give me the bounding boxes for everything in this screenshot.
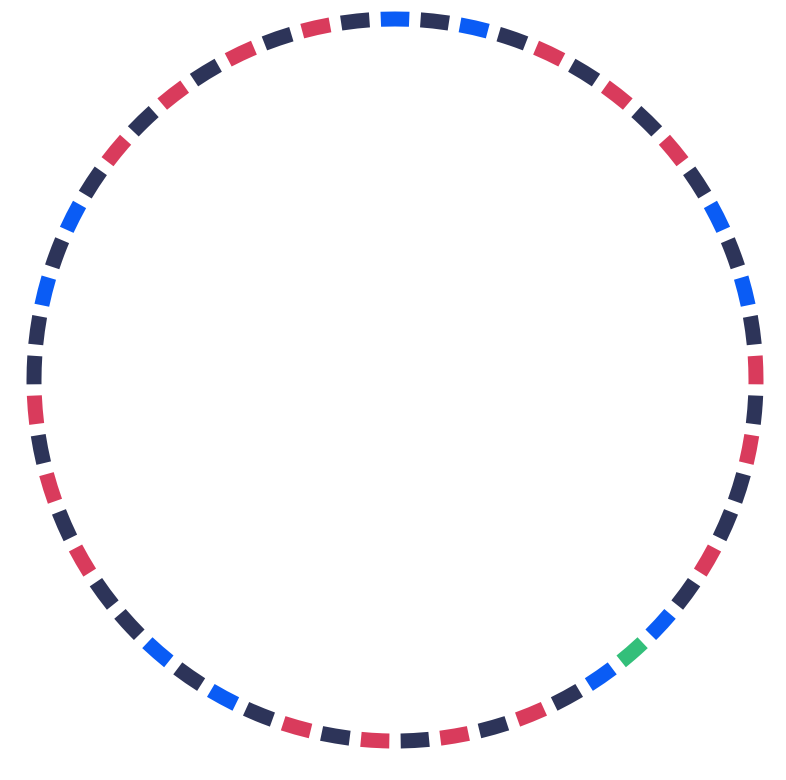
ring-segment-red [600, 80, 633, 110]
ring-segment-green [616, 637, 648, 668]
ring-segment-red [224, 40, 257, 67]
ring-segment-navy [51, 509, 78, 542]
ring-segment-red [514, 702, 548, 727]
ring-segment-navy [320, 726, 351, 746]
ring-segment-navy [631, 105, 663, 137]
ring-segment-blue [142, 637, 174, 668]
ring-segment-red [101, 134, 132, 167]
ring-segment-blue [703, 200, 731, 233]
ring-segment-navy [114, 608, 145, 641]
ring-segment-red [157, 80, 190, 110]
ring-segment-red [39, 472, 63, 504]
ring-segment-navy [28, 315, 48, 346]
ring-segment-red [68, 544, 97, 577]
ring-segment-navy [89, 577, 119, 610]
ring-segment-blue [458, 17, 490, 39]
ring-segment-navy [45, 237, 70, 270]
ring-segment-red [300, 17, 332, 39]
ring-segment-navy [30, 434, 52, 465]
ring-segment-navy [496, 27, 529, 51]
ring-segment-blue [59, 200, 87, 233]
ring-segment-navy [340, 12, 371, 31]
ring-segment-navy [683, 166, 712, 199]
ring-segment-navy [127, 105, 159, 137]
ring-segments [26, 11, 764, 749]
ring-segment-red [747, 355, 764, 385]
ring-segment-red [533, 40, 566, 67]
ring-segment-navy [550, 683, 584, 711]
ring-segment-navy [745, 395, 764, 425]
ring-segment-red [693, 544, 722, 577]
ring-segment-blue [645, 608, 676, 641]
ring-segment-blue [584, 662, 617, 691]
ring-segment-navy [712, 509, 739, 542]
ring-segment-blue [34, 275, 57, 307]
ring-segment-navy [720, 237, 745, 270]
ring-segment-red [738, 434, 760, 465]
ring-segment-navy [261, 27, 294, 51]
ring-segment-navy [671, 577, 701, 610]
ring-segment-navy [78, 166, 107, 199]
ring-segment-red [280, 716, 313, 739]
ring-segment-navy [400, 731, 430, 749]
ring-segment-navy [568, 58, 601, 87]
ring-segment-navy [26, 355, 43, 385]
ring-segment-red [360, 731, 390, 749]
ring-segment-navy [419, 12, 450, 31]
ring-segment-navy [242, 702, 276, 727]
ring-segment-navy [477, 716, 510, 739]
ring-segment-red [439, 726, 470, 746]
ring-segment-blue [206, 683, 240, 711]
ring-segment-navy [173, 662, 206, 691]
ring-segment-red [26, 395, 45, 425]
ring-segment-navy [727, 472, 751, 504]
ring-segment-red [658, 134, 689, 167]
ring-segment-navy [742, 315, 762, 346]
ring-segment-navy [189, 58, 222, 87]
ring-segment-blue [733, 275, 756, 307]
